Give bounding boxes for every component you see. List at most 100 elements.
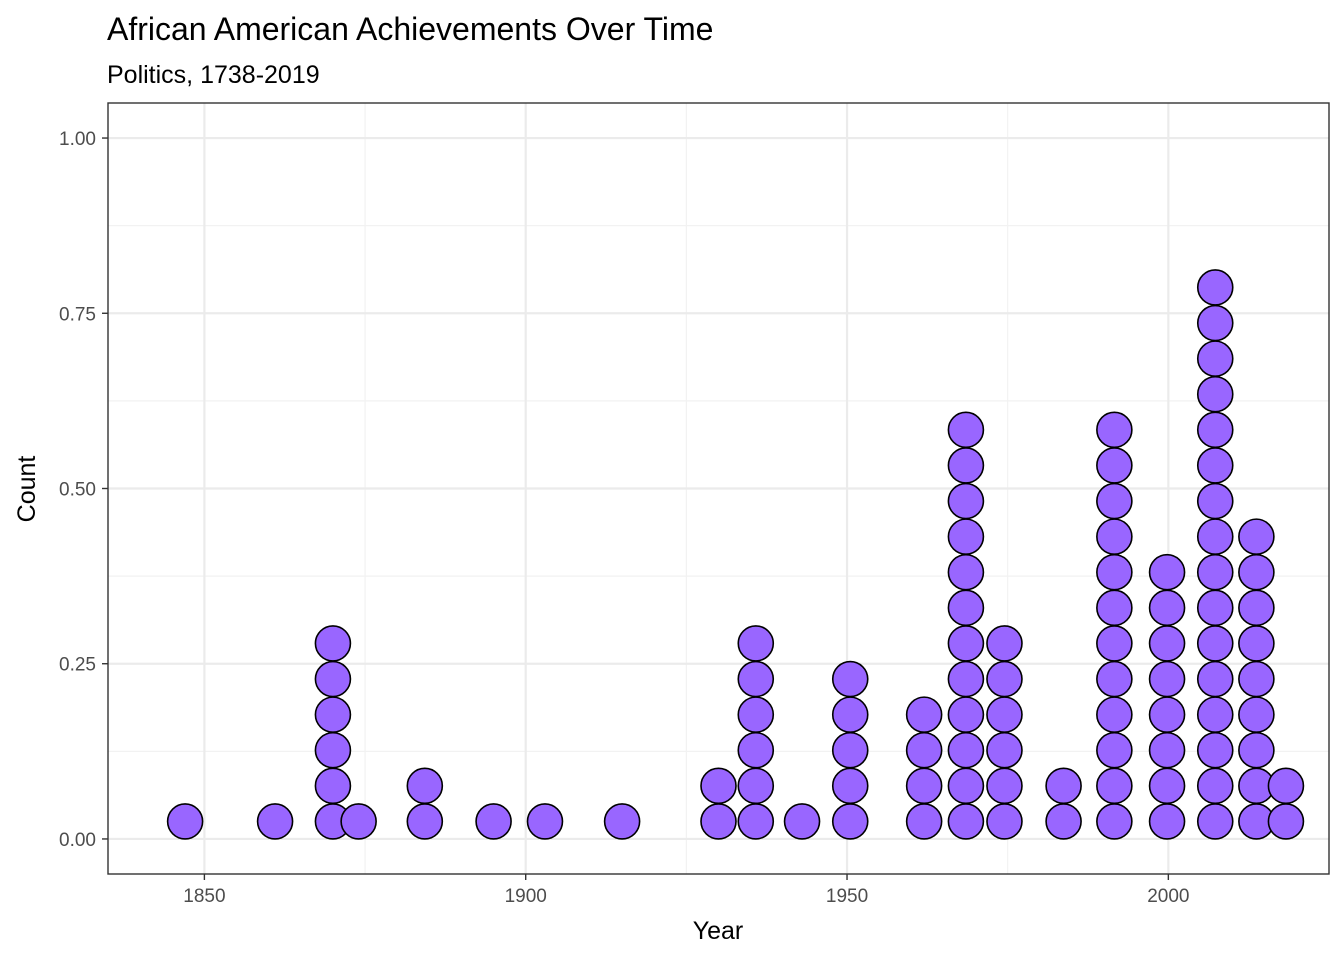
dot: [1196, 411, 1234, 449]
dot: [947, 518, 985, 555]
dot: [700, 803, 737, 840]
dot: [1096, 447, 1133, 484]
dot: [166, 803, 204, 840]
y-tick-label: 1.00: [59, 129, 96, 150]
dot: [737, 696, 775, 733]
dot: [737, 767, 775, 805]
dot: [1238, 518, 1275, 555]
dot: [1238, 625, 1275, 662]
dot: [406, 803, 444, 840]
dot: [947, 553, 985, 591]
x-axis-title: Year: [693, 917, 744, 945]
dot: [947, 731, 985, 769]
dot: [1096, 767, 1133, 805]
dot: [1196, 304, 1234, 342]
y-tick-label: 0.50: [59, 480, 96, 501]
dot: [1096, 803, 1133, 840]
dot: [1196, 767, 1234, 805]
dot: [1267, 767, 1305, 805]
dot: [1096, 553, 1133, 591]
dot: [737, 625, 775, 662]
x-tick-label: 2000: [1147, 886, 1189, 907]
dot: [1148, 803, 1186, 840]
dot: [1148, 553, 1186, 591]
y-axis-title: Count: [13, 456, 41, 523]
dot: [1148, 767, 1186, 805]
dot: [947, 767, 985, 805]
dot: [1148, 696, 1186, 733]
dot: [986, 660, 1023, 698]
dot: [947, 447, 985, 484]
dot: [986, 731, 1023, 769]
dot: [831, 731, 869, 769]
dot: [475, 803, 512, 840]
dot: [256, 803, 294, 840]
dot: [314, 660, 352, 698]
y-axis: 0.00 0.25 0.50 0.75 1.00: [59, 129, 108, 851]
dot: [947, 482, 985, 520]
dot: [1148, 589, 1186, 627]
dot: [783, 803, 821, 840]
dot: [905, 803, 943, 840]
dot: [1096, 518, 1133, 555]
dot: [737, 803, 775, 840]
dot-stacks: [166, 269, 1305, 840]
dot: [986, 625, 1023, 662]
dot: [831, 767, 869, 805]
dot: [1196, 447, 1234, 484]
dot: [1096, 482, 1133, 520]
dot: [1196, 803, 1234, 840]
x-tick-label: 1850: [183, 886, 225, 907]
dot: [905, 731, 943, 769]
dot: [1196, 589, 1234, 627]
dot: [1196, 696, 1234, 733]
dot: [831, 696, 869, 733]
dot: [526, 803, 564, 840]
dot: [1238, 553, 1275, 591]
dot: [340, 803, 377, 840]
dot: [314, 696, 352, 733]
dot: [1196, 660, 1234, 698]
dot: [314, 767, 352, 805]
dot: [947, 411, 985, 449]
dot: [1196, 375, 1234, 413]
dot: [1045, 803, 1082, 840]
dot: [314, 731, 352, 769]
dot: [905, 696, 943, 733]
x-tick-label: 1900: [505, 886, 547, 907]
dot: [1196, 340, 1234, 377]
dot: [1196, 518, 1234, 555]
x-tick-label: 1950: [826, 886, 868, 907]
dot: [737, 660, 775, 698]
dot: [1148, 731, 1186, 769]
dot: [1196, 731, 1234, 769]
dot: [700, 767, 737, 805]
chart-title: African American Achievements Over Time: [107, 11, 713, 47]
dot: [947, 803, 985, 840]
dot: [1238, 660, 1275, 698]
dot: [1196, 553, 1234, 591]
dot: [1196, 482, 1234, 520]
dot: [1096, 660, 1133, 698]
dot: [1238, 731, 1275, 769]
dot: [986, 803, 1023, 840]
y-tick-label: 0.25: [59, 655, 96, 676]
dot: [1267, 803, 1305, 840]
dot: [1096, 411, 1133, 449]
dot: [1196, 269, 1234, 306]
dot: [603, 803, 641, 840]
dot: [1096, 625, 1133, 662]
x-axis: 1850 1900 1950 2000: [183, 874, 1189, 907]
dot: [986, 767, 1023, 805]
dot: [947, 660, 985, 698]
dot: [737, 731, 775, 769]
dot: [986, 696, 1023, 733]
dot: [1196, 625, 1234, 662]
y-tick-label: 0.75: [59, 304, 96, 325]
chart-subtitle: Politics, 1738-2019: [107, 61, 320, 89]
dot: [905, 767, 943, 805]
dot: [1045, 767, 1082, 805]
dot: [1148, 625, 1186, 662]
dot: [1148, 660, 1186, 698]
